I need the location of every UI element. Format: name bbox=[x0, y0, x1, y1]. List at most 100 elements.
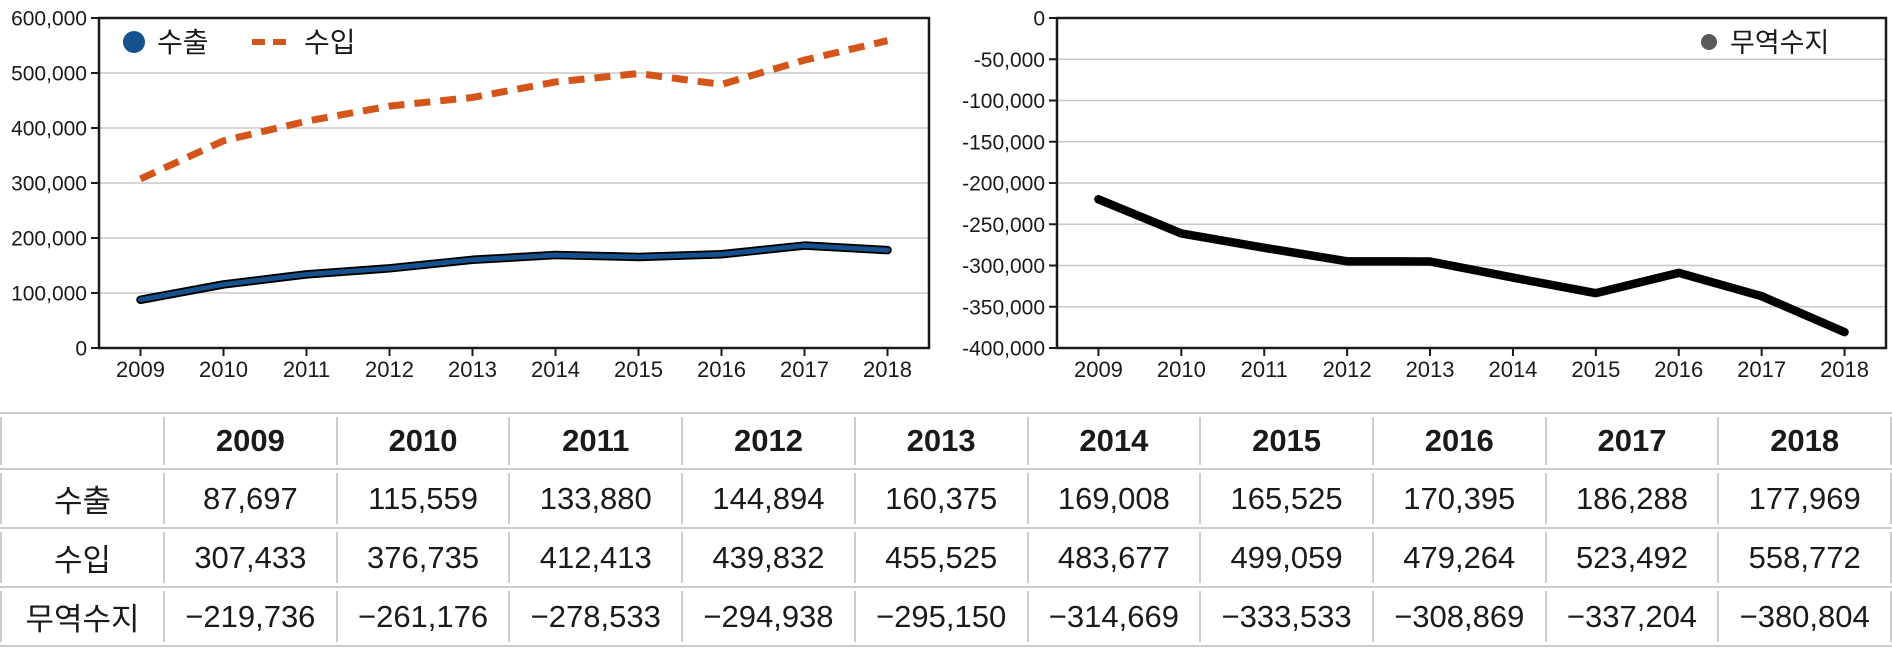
table-row: 수입 307,433 376,735 412,413 439,832 455,525 483… bbox=[0, 527, 1892, 586]
value-cell-2018: 177,969 bbox=[1717, 473, 1892, 524]
value-cell-2018: 558,772 bbox=[1717, 532, 1892, 583]
value-cell-2014: 169,008 bbox=[1026, 473, 1200, 524]
trade-balance-chart: -400,000 -350,000 -300,000 -250,000 -200,000… bbox=[962, 8, 1888, 382]
value-cell-2013: 160,375 bbox=[853, 473, 1027, 524]
x-tick-label: 2015 bbox=[614, 357, 663, 382]
value-cell-2017: −337,204 bbox=[1544, 591, 1718, 642]
y-tick-label: 0 bbox=[1033, 8, 1045, 31]
year-header-2010: 2010 bbox=[335, 417, 509, 465]
y-tick-label: -300,000 bbox=[962, 255, 1045, 278]
export-line bbox=[138, 243, 890, 303]
year-header-2015: 2015 bbox=[1199, 417, 1372, 465]
x-tick-label: 2010 bbox=[199, 357, 248, 382]
value-cell-2011: 412,413 bbox=[508, 532, 681, 583]
y-tick-label: 100,000 bbox=[11, 283, 87, 306]
year-header-2014: 2014 bbox=[1026, 417, 1200, 465]
x-tick-label: 2012 bbox=[1323, 357, 1372, 382]
value-cell-2012: −294,938 bbox=[681, 591, 854, 642]
value-cell-2015: 499,059 bbox=[1199, 532, 1372, 583]
x-tick-label: 2017 bbox=[780, 357, 829, 382]
y-tick-label: 0 bbox=[75, 338, 87, 361]
value-cell-2012: 144,894 bbox=[681, 473, 854, 524]
value-cell-2010: −261,176 bbox=[335, 591, 509, 642]
y-tick-label: -200,000 bbox=[962, 173, 1045, 196]
y-tick-label: -50,000 bbox=[974, 49, 1045, 72]
table-row: 수출 87,697 115,559 133,880 144,894 160,375 169,… bbox=[0, 468, 1892, 527]
x-tick-label: 2017 bbox=[1737, 357, 1786, 382]
y-tick-label: -100,000 bbox=[962, 90, 1045, 113]
value-cell-2015: −333,533 bbox=[1199, 591, 1372, 642]
value-cell-2014: 483,677 bbox=[1026, 532, 1200, 583]
plot-frame bbox=[97, 16, 931, 350]
value-cell-2011: −278,533 bbox=[508, 591, 681, 642]
legend-dot-marker bbox=[123, 31, 145, 53]
value-cell-2017: 523,492 bbox=[1544, 532, 1718, 583]
year-header-2016: 2016 bbox=[1371, 417, 1545, 465]
year-header-2011: 2011 bbox=[508, 417, 681, 465]
y-tick-label: -250,000 bbox=[962, 214, 1045, 237]
x-tick-label: 2012 bbox=[365, 357, 414, 382]
x-tick-label: 2016 bbox=[1654, 357, 1703, 382]
trade-balance-line bbox=[1094, 195, 1849, 337]
corner-cell bbox=[0, 417, 163, 465]
y-tick-label: -400,000 bbox=[962, 338, 1045, 361]
value-cell-2015: 165,525 bbox=[1199, 473, 1372, 524]
value-cell-2016: 479,264 bbox=[1371, 532, 1545, 583]
year-header-2009: 2009 bbox=[163, 417, 336, 465]
legend-dot-marker bbox=[1701, 34, 1717, 50]
y-tick-label: -350,000 bbox=[962, 296, 1045, 319]
x-tick-label: 2011 bbox=[1241, 357, 1288, 382]
x-tick-label: 2015 bbox=[1571, 357, 1620, 382]
legend-label: 수출 bbox=[157, 27, 209, 58]
y-tick-label: 400,000 bbox=[11, 118, 87, 141]
x-tick-label: 2011 bbox=[283, 357, 330, 382]
import-line bbox=[139, 37, 889, 183]
year-header-2013: 2013 bbox=[853, 417, 1027, 465]
value-cell-2010: 115,559 bbox=[335, 473, 509, 524]
x-tick-label: 2018 bbox=[863, 357, 912, 382]
value-cell-2010: 376,735 bbox=[335, 532, 509, 583]
year-header-2012: 2012 bbox=[681, 417, 854, 465]
y-tick-label: 300,000 bbox=[11, 173, 87, 196]
value-cell-2009: 307,433 bbox=[163, 532, 336, 583]
y-tick-label: 600,000 bbox=[11, 8, 87, 31]
value-cell-2009: −219,736 bbox=[163, 591, 336, 642]
y-tick-label: -150,000 bbox=[962, 131, 1045, 154]
row-label: 무역수지 bbox=[0, 591, 163, 642]
value-cell-2011: 133,880 bbox=[508, 473, 681, 524]
x-tick-label: 2009 bbox=[1074, 357, 1123, 382]
value-cell-2013: 455,525 bbox=[853, 532, 1027, 583]
export-import-chart-legend: 수출 수입 bbox=[123, 27, 356, 58]
year-header-2017: 2017 bbox=[1544, 417, 1718, 465]
x-tick-label: 2018 bbox=[1820, 357, 1869, 382]
value-cell-2016: 170,395 bbox=[1371, 473, 1545, 524]
plot-frame bbox=[1055, 16, 1888, 350]
x-tick-label: 2013 bbox=[448, 357, 497, 382]
x-tick-label: 2013 bbox=[1406, 357, 1455, 382]
year-header-2018: 2018 bbox=[1717, 417, 1892, 465]
x-tick-label: 2010 bbox=[1157, 357, 1206, 382]
x-tick-label: 2014 bbox=[531, 357, 580, 382]
value-cell-2014: −314,669 bbox=[1026, 591, 1200, 642]
value-cell-2012: 439,832 bbox=[681, 532, 854, 583]
x-tick-label: 2016 bbox=[697, 357, 746, 382]
legend-label: 수입 bbox=[304, 27, 356, 58]
y-tick-label: 500,000 bbox=[11, 63, 87, 86]
table-row: 무역수지 −219,736 −261,176 −278,533 −294,938 −295… bbox=[0, 586, 1892, 647]
value-cell-2013: −295,150 bbox=[853, 591, 1027, 642]
value-cell-2009: 87,697 bbox=[163, 473, 336, 524]
value-cell-2018: −380,804 bbox=[1717, 591, 1892, 642]
export-import-chart: 0 100,000 200,000 300,000 400,000 500,000 600,… bbox=[11, 8, 931, 382]
row-label: 수입 bbox=[0, 532, 163, 583]
value-cell-2016: −308,869 bbox=[1371, 591, 1545, 642]
table-header-row: 2009 2010 2011 2012 2013 2014 2015 2016 2017 2018 bbox=[0, 412, 1892, 468]
x-tick-label: 2014 bbox=[1488, 357, 1537, 382]
y-tick-label: 200,000 bbox=[11, 228, 87, 251]
export-line-outline bbox=[136, 241, 892, 305]
row-label: 수출 bbox=[0, 473, 163, 524]
charts-canvas: 0 100,000 200,000 300,000 400,000 500,000 600,… bbox=[11, 8, 1888, 382]
trade-balance-chart-legend: 무역수지 bbox=[1701, 28, 1829, 58]
legend-label: 무역수지 bbox=[1730, 28, 1829, 58]
trade-data-table: 2009 2010 2011 2012 2013 2014 2015 2016 2017 2018… bbox=[0, 412, 1892, 647]
